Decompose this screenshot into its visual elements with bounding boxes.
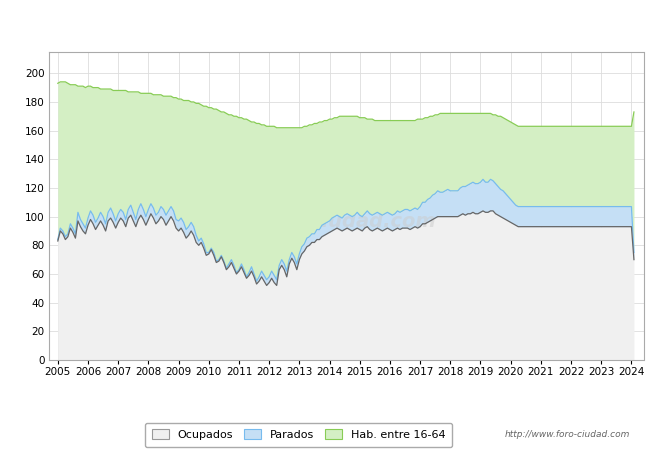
Text: http://www.foro-ciudad.com: http://www.foro-ciudad.com bbox=[505, 430, 630, 439]
Text: Villafranca del Campo - Evolucion de la poblacion en edad de Trabajar Mayo de 20: Villafranca del Campo - Evolucion de la … bbox=[83, 15, 567, 25]
Text: foro-ciudad.com: foro-ciudad.com bbox=[257, 212, 436, 231]
Legend: Ocupados, Parados, Hab. entre 16-64: Ocupados, Parados, Hab. entre 16-64 bbox=[145, 423, 452, 447]
